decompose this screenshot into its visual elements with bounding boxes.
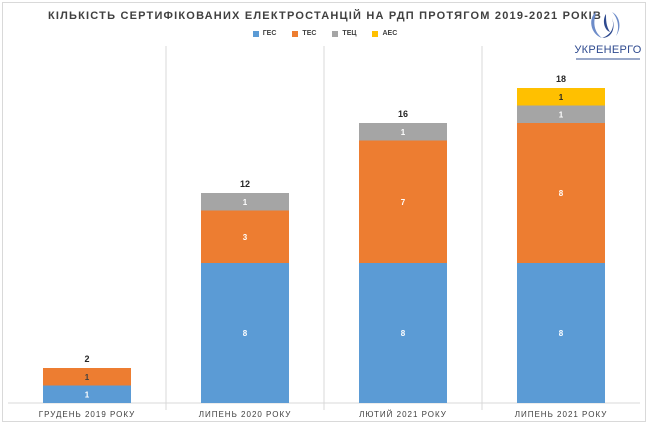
legend-item-1: ТЕС [292, 30, 316, 37]
legend-item-0: ГЕС [252, 30, 277, 37]
ukrenergo-logo: УКРЕНЕРГО [572, 8, 644, 68]
bar-segment-ТЕС [201, 210, 289, 263]
legend-item-3: АЕС [372, 30, 397, 37]
logo-wordmark: УКРЕНЕРГО [574, 44, 642, 56]
data-label: 1 [559, 93, 564, 102]
bar-segment-ТЕЦ [517, 105, 605, 123]
bar-segment-ТЕС [359, 140, 447, 263]
bar-segment-АЕС [517, 88, 605, 106]
chart-title: КІЛЬКІСТЬ СЕРТИФІКОВАНИХ ЕЛЕКТРОСТАНЦІЙ … [47, 10, 603, 22]
legend-swatch [332, 30, 339, 37]
bar-segment-ТЕС [43, 368, 131, 386]
data-label: 1 [85, 390, 90, 399]
category-label: ЛЮТИЙ 2021 РОКУ [359, 410, 447, 419]
category-label: ГРУДЕНЬ 2019 РОКУ [39, 410, 135, 419]
category-label: ЛИПЕНЬ 2021 РОКУ [515, 410, 608, 419]
data-label: 1 [401, 128, 406, 137]
total-label: 2 [84, 354, 89, 364]
chart-frame [2, 2, 646, 422]
logo-subline [576, 58, 640, 60]
legend-label: АЕС [382, 30, 398, 37]
data-label: 8 [401, 329, 406, 338]
bar-segment-ТЕЦ [201, 193, 289, 211]
data-label: 3 [243, 233, 248, 242]
legend-label: ГЕС [262, 30, 277, 37]
legend-label: ТЕЦ [342, 30, 357, 37]
legend-label: ТЕС [302, 30, 317, 37]
bar-segment-ГЕС [517, 263, 605, 403]
chart-legend: ГЕС ТЕС ТЕЦ АЕС [0, 30, 650, 37]
legend-swatch [292, 30, 299, 37]
data-label: 8 [243, 329, 248, 338]
category-label: ЛИПЕНЬ 2020 РОКУ [199, 410, 292, 419]
total-label: 18 [556, 74, 566, 84]
data-label: 1 [85, 373, 90, 382]
data-label: 8 [559, 329, 564, 338]
total-label: 12 [240, 179, 250, 189]
data-label: 8 [559, 189, 564, 198]
legend-swatch [372, 30, 379, 37]
bar-segment-ТЕЦ [359, 123, 447, 141]
bar-segment-ТЕС [517, 123, 605, 263]
bar-segment-ГЕС [43, 385, 131, 403]
bar-segment-ГЕС [201, 263, 289, 403]
data-label: 7 [401, 198, 406, 207]
ukrenergo-emblem-icon [591, 12, 620, 38]
data-label: 1 [559, 110, 564, 119]
data-label: 1 [243, 198, 248, 207]
total-label: 16 [398, 109, 408, 119]
bar-segment-ГЕС [359, 263, 447, 403]
legend-swatch [252, 30, 259, 37]
legend-item-2: ТЕЦ [332, 30, 356, 37]
